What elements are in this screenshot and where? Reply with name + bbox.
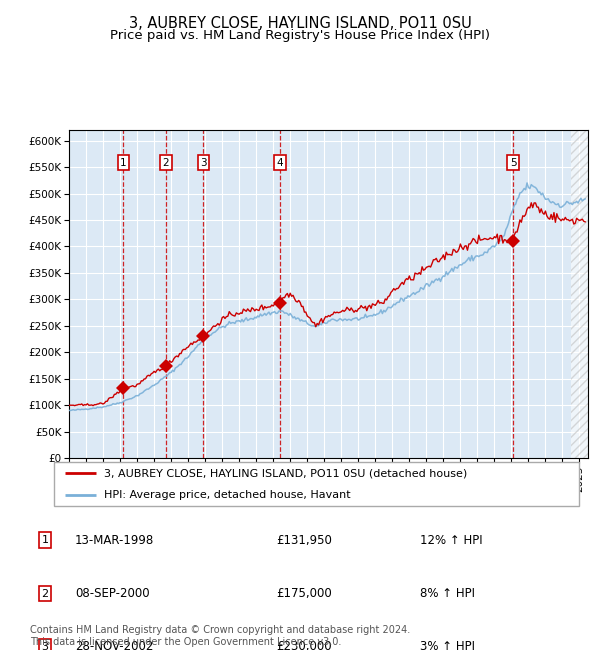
Text: Contains HM Land Registry data © Crown copyright and database right 2024.
This d: Contains HM Land Registry data © Crown c…: [30, 625, 410, 647]
Text: 4: 4: [277, 158, 283, 168]
Bar: [571, 130, 596, 458]
Text: 3: 3: [200, 158, 207, 168]
Text: 3: 3: [41, 642, 49, 650]
Text: 3, AUBREY CLOSE, HAYLING ISLAND, PO11 0SU (detached house): 3, AUBREY CLOSE, HAYLING ISLAND, PO11 0S…: [104, 469, 467, 478]
Text: 2: 2: [163, 158, 169, 168]
Text: 12% ↑ HPI: 12% ↑ HPI: [420, 534, 482, 547]
Text: 1: 1: [41, 535, 49, 545]
Text: £175,000: £175,000: [276, 587, 332, 600]
Text: 3% ↑ HPI: 3% ↑ HPI: [420, 640, 475, 650]
Text: £230,000: £230,000: [276, 640, 332, 650]
Text: 3, AUBREY CLOSE, HAYLING ISLAND, PO11 0SU: 3, AUBREY CLOSE, HAYLING ISLAND, PO11 0S…: [128, 16, 472, 31]
Text: 5: 5: [510, 158, 517, 168]
Text: 2: 2: [41, 588, 49, 599]
Text: HPI: Average price, detached house, Havant: HPI: Average price, detached house, Hava…: [104, 489, 350, 500]
FancyBboxPatch shape: [54, 462, 579, 506]
Text: 8% ↑ HPI: 8% ↑ HPI: [420, 587, 475, 600]
Text: 28-NOV-2002: 28-NOV-2002: [75, 640, 154, 650]
Text: 1: 1: [120, 158, 127, 168]
Text: Price paid vs. HM Land Registry's House Price Index (HPI): Price paid vs. HM Land Registry's House …: [110, 29, 490, 42]
Text: £131,950: £131,950: [276, 534, 332, 547]
Text: 13-MAR-1998: 13-MAR-1998: [75, 534, 154, 547]
Text: 08-SEP-2000: 08-SEP-2000: [75, 587, 149, 600]
